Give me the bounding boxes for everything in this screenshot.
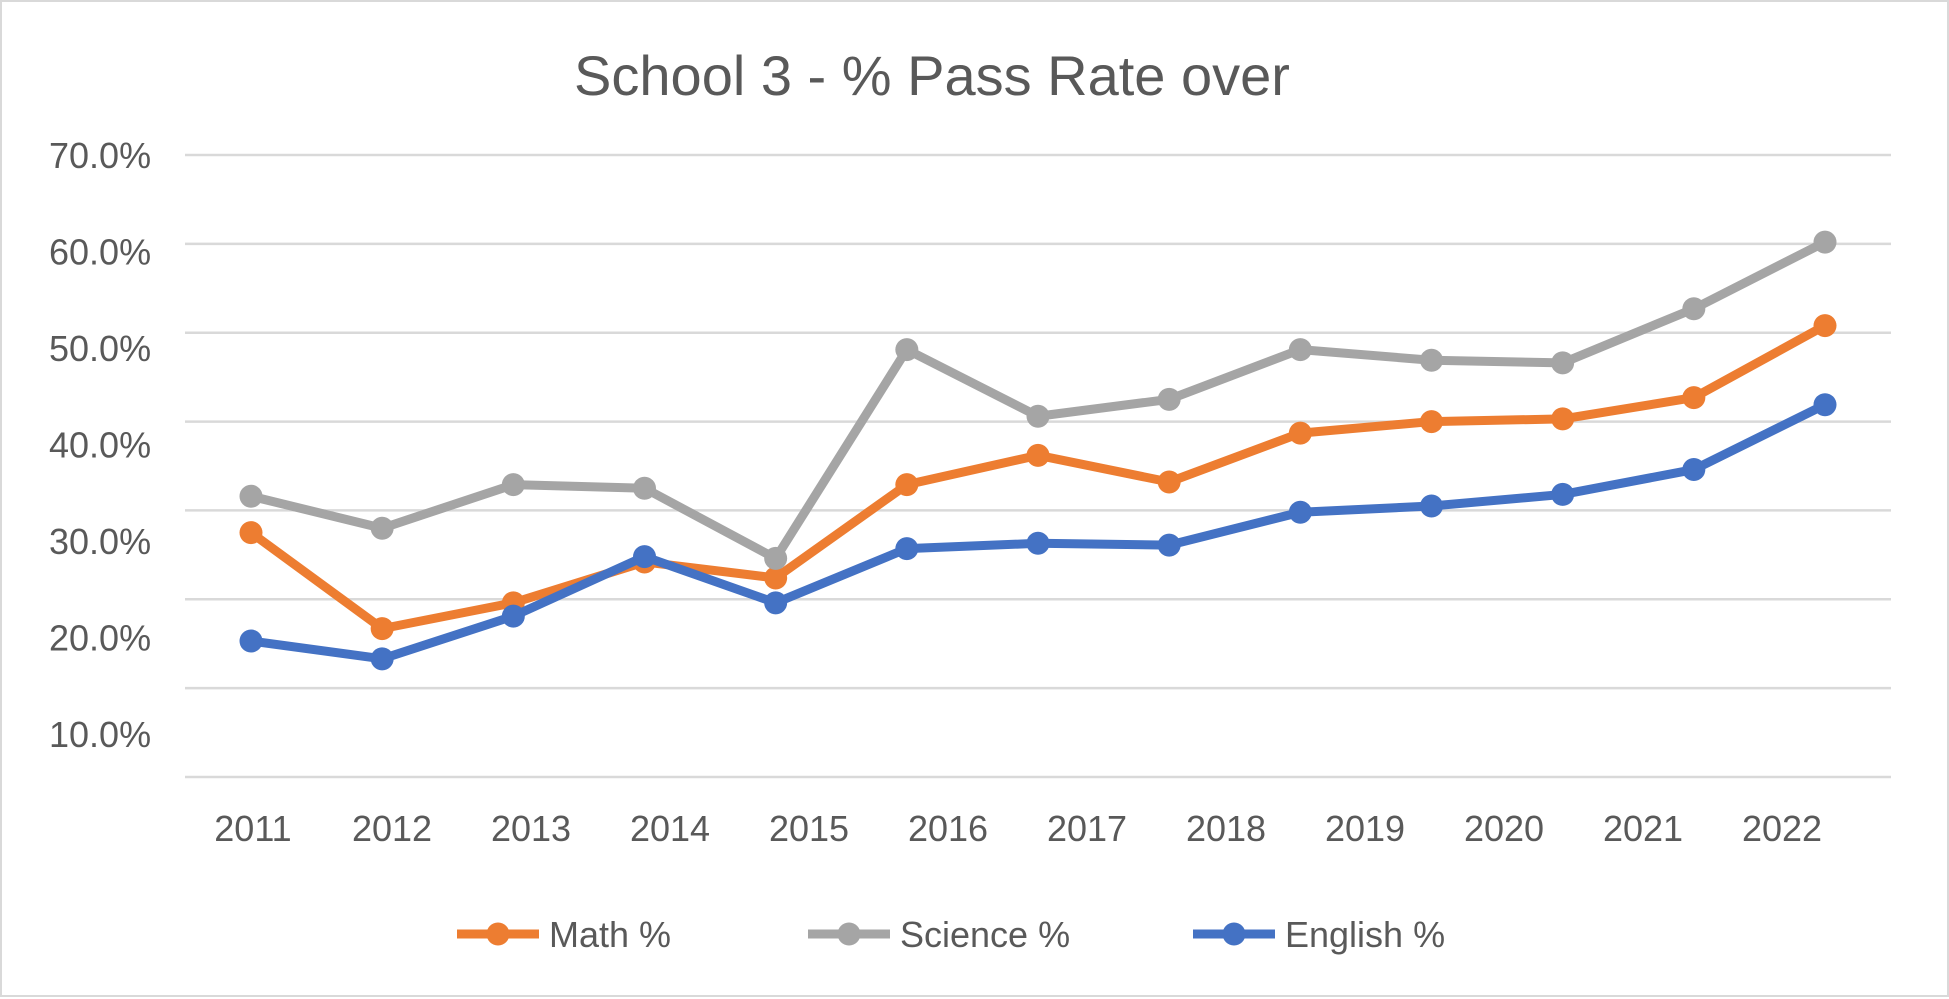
data-point	[1420, 410, 1443, 434]
data-point	[1026, 443, 1050, 467]
series-lines	[239, 230, 1837, 671]
data-point	[370, 617, 394, 641]
series-english	[239, 393, 1837, 671]
y-tick-label: 50.0%	[49, 328, 151, 369]
data-point	[764, 591, 788, 615]
data-point	[1288, 421, 1312, 445]
data-point	[1157, 387, 1181, 411]
series-math	[239, 314, 1837, 641]
data-point	[1813, 393, 1837, 417]
data-point	[1551, 482, 1575, 506]
data-point	[239, 484, 263, 508]
x-tick-label: 2015	[769, 808, 849, 849]
data-point	[895, 473, 919, 497]
data-point	[1813, 314, 1837, 338]
data-point	[1288, 338, 1312, 362]
data-point	[1288, 500, 1312, 524]
data-point	[764, 566, 788, 590]
legend-swatch-marker	[486, 922, 510, 946]
data-point	[1420, 348, 1443, 372]
x-tick-label: 2018	[1186, 808, 1266, 849]
data-point	[1157, 470, 1181, 494]
y-tick-label: 70.0%	[49, 135, 151, 176]
legend-label: Math %	[549, 914, 671, 955]
y-tick-label: 20.0%	[49, 618, 151, 659]
y-tick-label: 10.0%	[49, 714, 151, 755]
chart-title: School 3 - % Pass Rate over	[574, 44, 1290, 107]
data-point	[1813, 230, 1837, 254]
series-science	[239, 230, 1837, 570]
x-tick-label: 2016	[908, 808, 988, 849]
data-point	[370, 647, 394, 671]
data-point	[1026, 404, 1050, 428]
data-point	[1682, 458, 1706, 482]
legend-item: Science %	[808, 914, 1070, 955]
data-point	[1157, 533, 1181, 557]
data-point	[370, 516, 394, 540]
legend: Math % Science % English %	[457, 914, 1445, 955]
data-point	[1420, 494, 1443, 518]
data-point	[895, 338, 919, 362]
data-point	[239, 521, 263, 545]
y-axis-tick-labels: 70.0% 60.0% 50.0% 40.0% 30.0% 20.0% 10.0%	[49, 135, 151, 755]
y-tick-label: 30.0%	[49, 521, 151, 562]
x-tick-label: 2017	[1047, 808, 1127, 849]
data-point	[1682, 297, 1706, 321]
x-tick-label: 2014	[630, 808, 710, 849]
x-tick-label: 2013	[491, 808, 571, 849]
series-line	[246, 321, 1830, 634]
x-tick-label: 2020	[1464, 808, 1544, 849]
x-tick-label: 2012	[352, 808, 432, 849]
x-tick-label: 2022	[1742, 808, 1822, 849]
data-point	[1551, 407, 1575, 431]
legend-swatch-marker	[837, 922, 861, 946]
x-tick-label: 2019	[1325, 808, 1405, 849]
data-point	[239, 629, 263, 653]
data-point	[501, 473, 525, 497]
series-line	[246, 400, 1830, 664]
data-point	[501, 604, 525, 628]
legend-label: Science %	[900, 914, 1070, 955]
legend-item: Math %	[457, 914, 671, 955]
legend-label: English %	[1285, 914, 1445, 955]
x-axis-tick-labels: 2011 2012 2013 2014 2015 2016 2017 2018 2019 2020…	[214, 808, 1822, 849]
data-point	[633, 476, 656, 500]
data-point	[764, 546, 788, 570]
data-point	[1551, 351, 1575, 375]
data-point	[1026, 531, 1050, 555]
legend-swatch-marker	[1222, 922, 1246, 946]
data-point	[1682, 386, 1706, 410]
x-tick-label: 2021	[1603, 808, 1683, 849]
legend-item: English %	[1193, 914, 1445, 955]
data-point	[633, 545, 656, 569]
y-tick-label: 40.0%	[49, 425, 151, 466]
x-tick-label: 2011	[214, 808, 291, 849]
y-tick-label: 60.0%	[49, 232, 151, 273]
data-point	[895, 537, 919, 561]
